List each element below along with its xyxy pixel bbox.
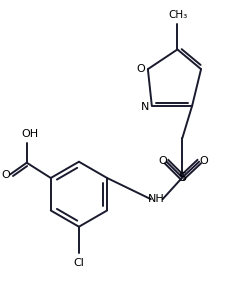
- Text: O: O: [158, 156, 167, 166]
- Text: CH₃: CH₃: [169, 10, 188, 20]
- Text: O: O: [2, 170, 10, 179]
- Text: Cl: Cl: [73, 258, 84, 268]
- Text: NH: NH: [148, 194, 165, 204]
- Text: S: S: [178, 171, 186, 184]
- Text: N: N: [141, 102, 149, 111]
- Text: O: O: [200, 156, 208, 166]
- Text: OH: OH: [21, 129, 38, 139]
- Text: O: O: [137, 64, 145, 74]
